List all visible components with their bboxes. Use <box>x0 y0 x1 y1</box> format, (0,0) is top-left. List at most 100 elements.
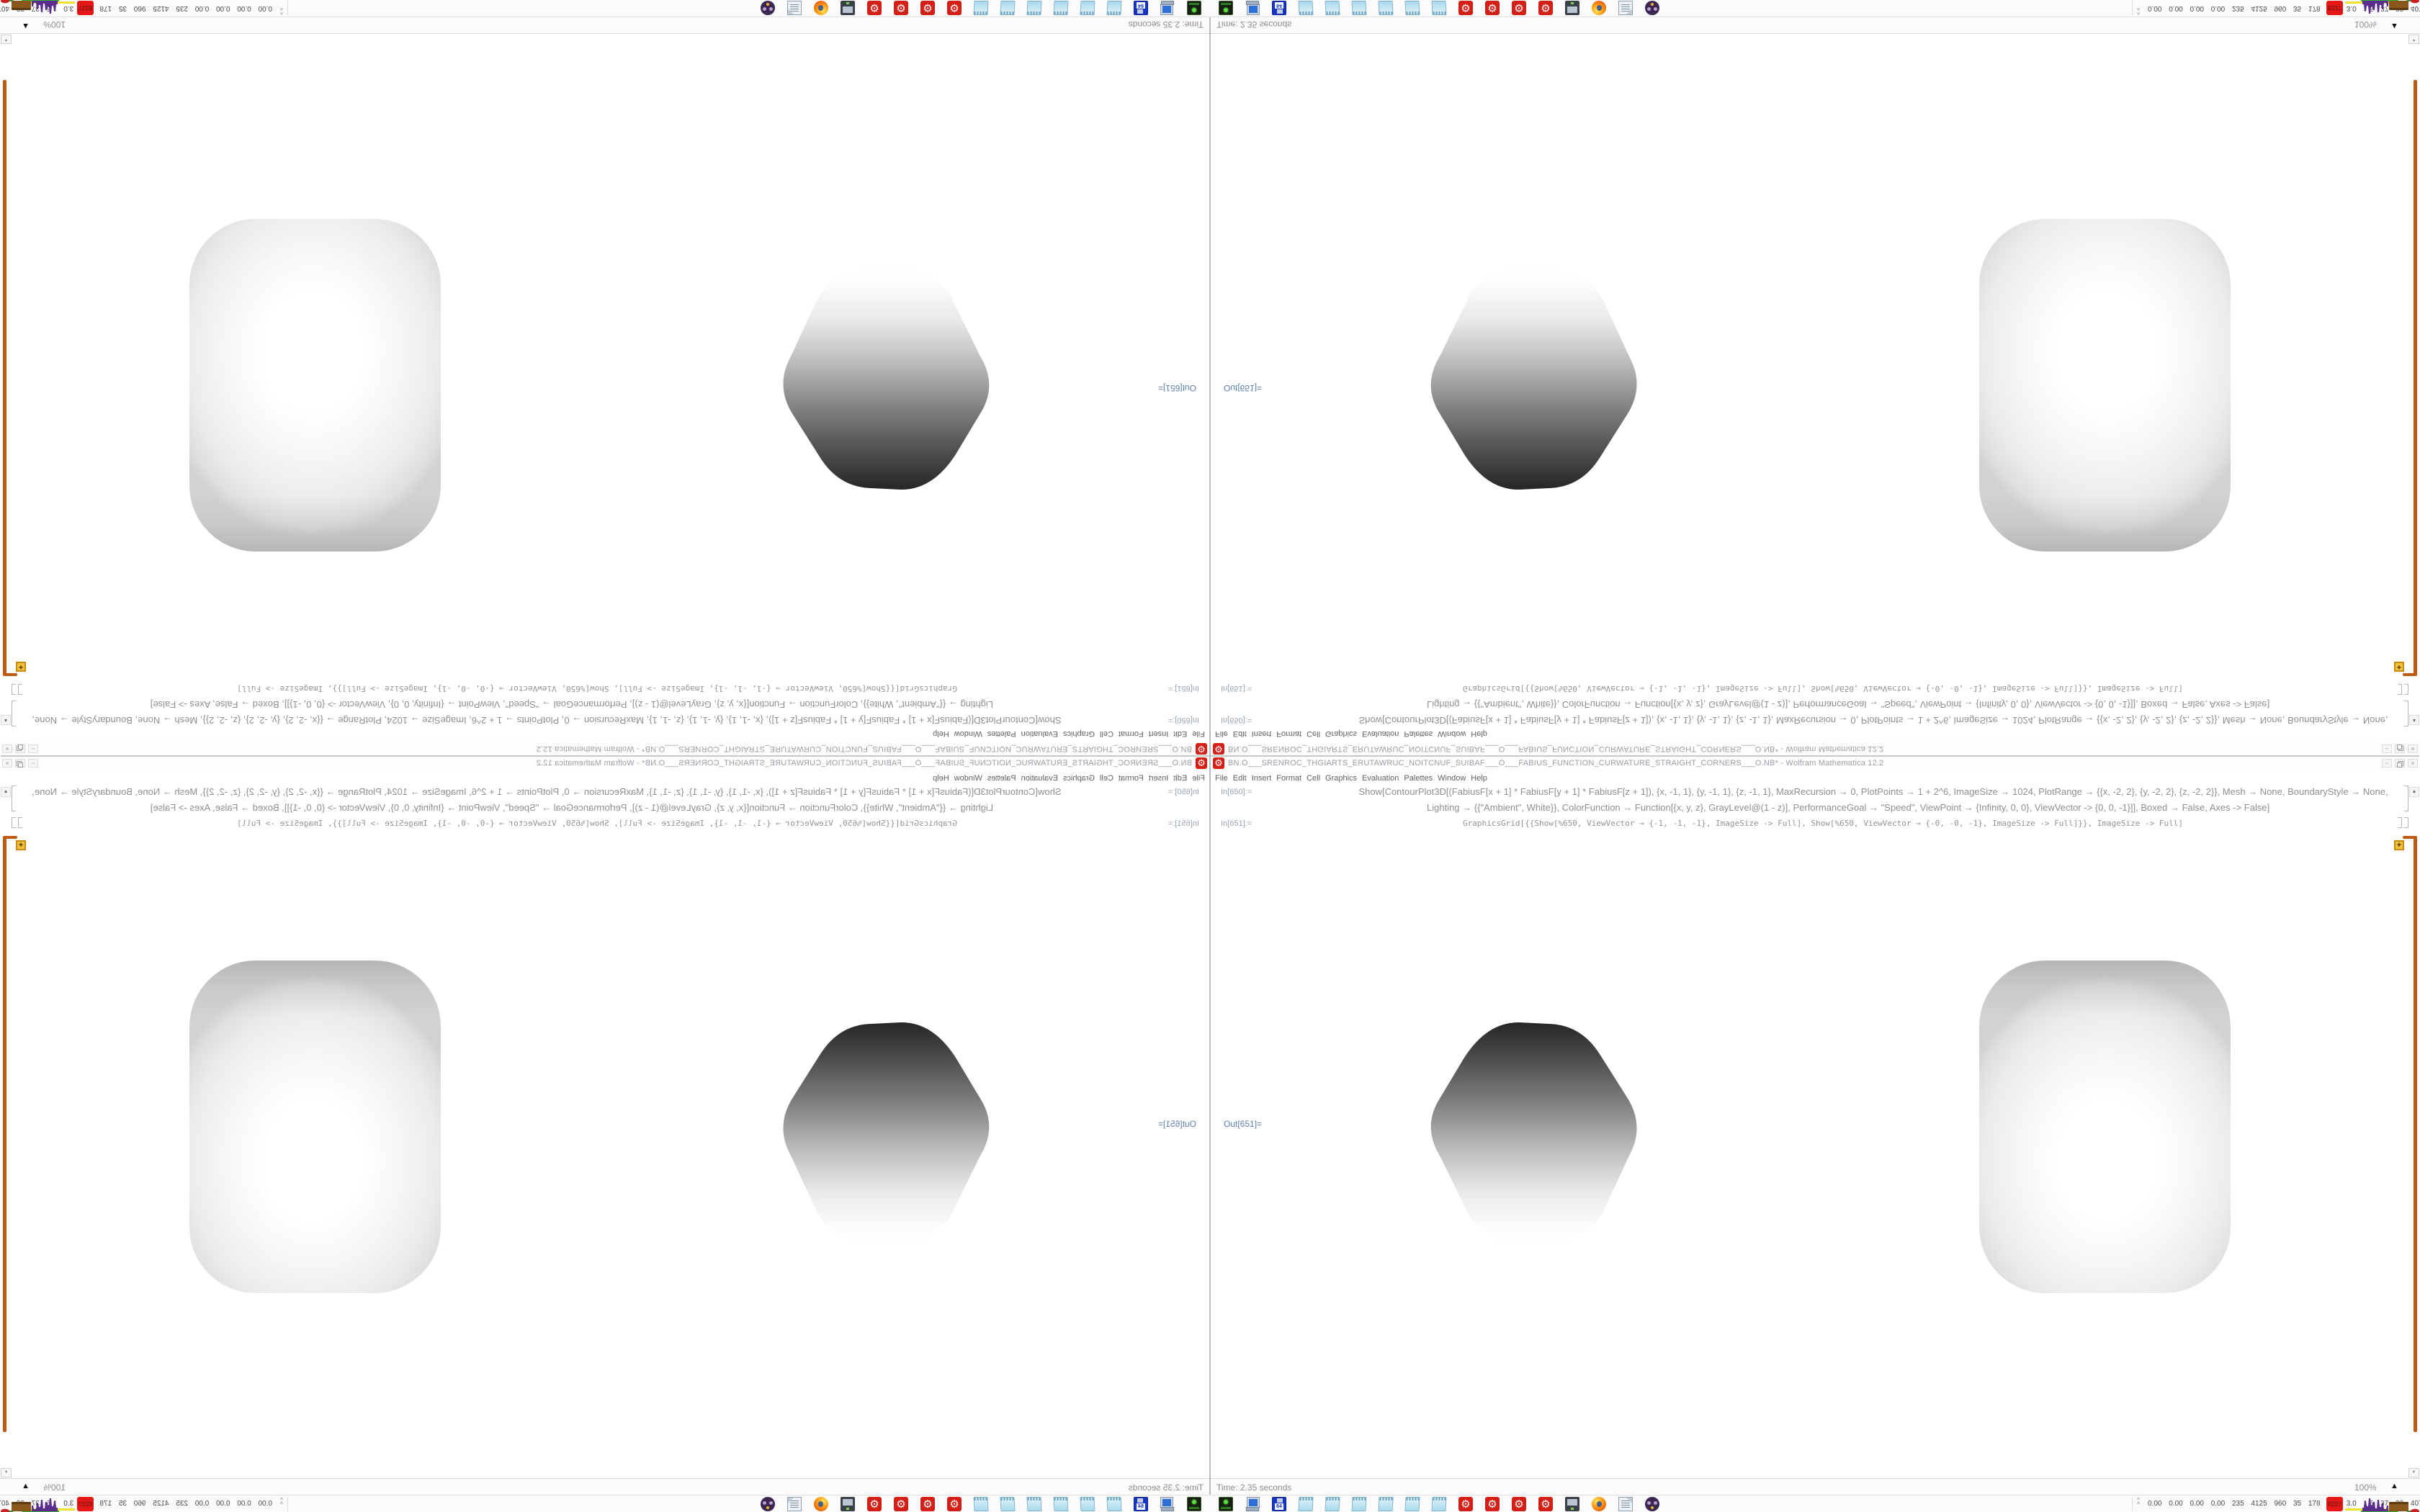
document-lines-icon[interactable] <box>787 1497 802 1511</box>
cell-bracket-in650[interactable] <box>2404 701 2408 726</box>
scroll-dropdown-button[interactable]: ▼ <box>2408 1468 2419 1477</box>
evaluating-cell-bracket[interactable] <box>3 836 6 1432</box>
minimize-button[interactable]: − <box>28 744 38 753</box>
cell-bracket-in650[interactable] <box>2404 786 2408 811</box>
input-cell-650-line1[interactable]: Show[ContourPlot3D[(FabiusF[x + 1] * Fab… <box>32 715 1062 726</box>
notepad-icon[interactable] <box>1351 1497 1367 1511</box>
menu-item-palettes[interactable]: Palettes <box>987 774 1016 783</box>
floppy-64-icon[interactable]: 64 <box>1272 1 1286 15</box>
monitor-camera-icon[interactable] <box>1565 1 1579 15</box>
cell-group-bracket[interactable] <box>18 817 22 828</box>
mathematica-app-icon[interactable]: ⚙ <box>1213 757 1224 769</box>
menu-item-cell[interactable]: Cell <box>1307 774 1321 783</box>
menu-item-cell[interactable]: Cell <box>1099 774 1113 783</box>
menu-item-evaluation[interactable]: Evaluation <box>1021 774 1058 783</box>
magnification-value[interactable]: 100% <box>2354 19 2377 30</box>
scroll-dropdown-button[interactable]: ▼ <box>2408 35 2419 44</box>
notepad-icon[interactable] <box>1325 1497 1340 1511</box>
owl-app-icon[interactable] <box>761 1 775 15</box>
mathematica-taskbar-icon[interactable]: ⚙ <box>920 1497 935 1511</box>
device-green-led-icon[interactable] <box>1219 1497 1233 1511</box>
evaluating-cell-bracket[interactable] <box>3 80 6 676</box>
notepad-icon[interactable] <box>1325 1 1340 15</box>
scroll-dropdown-button[interactable]: ▼ <box>1 35 12 44</box>
tray-expand-chevron-icon[interactable]: ^ ^ <box>279 4 283 16</box>
menu-item-file[interactable]: File <box>1215 774 1228 783</box>
mathematica-taskbar-icon[interactable]: ⚙ <box>947 1497 962 1511</box>
notepad-icon[interactable] <box>1000 1 1016 15</box>
mathematica-app-icon[interactable]: ⚙ <box>1213 743 1224 755</box>
input-cell-650-line2[interactable]: Lighting → {{"Ambient", White}}, ColorFu… <box>1427 802 2270 813</box>
menu-item-window[interactable]: Window <box>1438 729 1466 738</box>
document-lines-icon[interactable] <box>787 1 802 15</box>
cell-bracket-in650[interactable] <box>12 786 16 811</box>
tray-red-badge[interactable]: 8227 <box>77 1497 94 1511</box>
cell-action-plus-badge[interactable]: + <box>2394 662 2404 672</box>
mathematica-taskbar-icon[interactable]: ⚙ <box>1512 1497 1526 1511</box>
menu-item-window[interactable]: Window <box>954 774 982 783</box>
tray-red-badge[interactable]: 8227 <box>77 1 94 15</box>
menu-item-file[interactable]: File <box>1192 774 1205 783</box>
menu-item-graphics[interactable]: Graphics <box>1325 774 1358 783</box>
menu-item-format[interactable]: Format <box>1118 729 1144 738</box>
cell-bracket-in651[interactable] <box>2404 817 2408 828</box>
restore-button[interactable] <box>2395 744 2405 753</box>
cell-bracket-in651[interactable] <box>12 817 16 828</box>
firefox-icon[interactable] <box>814 1497 828 1511</box>
input-cell-651[interactable]: GraphicsGrid[{{Show[%650, ViewVector → {… <box>1462 819 2183 828</box>
input-cell-651[interactable]: GraphicsGrid[{{Show[%650, ViewVector → {… <box>1462 684 2183 693</box>
my-computer-icon[interactable] <box>1160 1 1175 15</box>
owl-app-icon[interactable] <box>1645 1 1659 15</box>
menu-item-palettes[interactable]: Palettes <box>987 729 1016 738</box>
menu-item-insert[interactable]: Insert <box>1148 774 1169 783</box>
menu-item-format[interactable]: Format <box>1276 729 1302 738</box>
notepad-icon[interactable] <box>1298 1 1314 15</box>
input-cell-650-line2[interactable]: Lighting → {{"Ambient", White}}, ColorFu… <box>150 802 993 813</box>
notepad-icon[interactable] <box>1298 1497 1314 1511</box>
input-cell-650-line2[interactable]: Lighting → {{"Ambient", White}}, ColorFu… <box>1427 699 2270 710</box>
notepad-icon[interactable] <box>1026 1 1042 15</box>
input-cell-651[interactable]: GraphicsGrid[{{Show[%650, ViewVector → {… <box>237 819 958 828</box>
scroll-dropdown-button[interactable]: ▼ <box>1 1468 12 1477</box>
menu-item-help[interactable]: Help <box>933 729 949 738</box>
menu-item-edit[interactable]: Edit <box>1173 729 1188 738</box>
mathematica-taskbar-icon[interactable]: ⚙ <box>947 1 962 15</box>
mathematica-app-icon[interactable]: ⚙ <box>1196 743 1207 755</box>
device-green-led-icon[interactable] <box>1219 1 1233 15</box>
menu-item-edit[interactable]: Edit <box>1173 774 1188 783</box>
magnification-value[interactable]: 100% <box>43 1482 66 1493</box>
magnification-triangle-icon[interactable]: ▲ <box>2390 22 2398 30</box>
mathematica-taskbar-icon[interactable]: ⚙ <box>894 1497 908 1511</box>
notepad-icon[interactable] <box>1378 1 1394 15</box>
tray-expand-chevron-icon[interactable]: ^ ^ <box>2137 1496 2141 1508</box>
magnification-triangle-icon[interactable]: ▲ <box>22 1482 30 1490</box>
menu-item-palettes[interactable]: Palettes <box>1404 729 1433 738</box>
menu-item-graphics[interactable]: Graphics <box>1062 774 1095 783</box>
mathematica-taskbar-icon[interactable]: ⚙ <box>867 1497 882 1511</box>
cell-group-bracket[interactable] <box>2398 684 2402 695</box>
menu-item-help[interactable]: Help <box>1471 729 1487 738</box>
menu-item-palettes[interactable]: Palettes <box>1404 774 1433 783</box>
mathematica-taskbar-icon[interactable]: ⚙ <box>867 1 882 15</box>
cell-action-plus-badge[interactable]: + <box>2394 840 2404 850</box>
notepad-icon[interactable] <box>1431 1497 1447 1511</box>
minimize-button[interactable]: − <box>28 759 38 768</box>
input-cell-650-line1[interactable]: Show[ContourPlot3D[(FabiusF[x + 1] * Fab… <box>1358 786 2388 797</box>
menu-item-file[interactable]: File <box>1215 729 1228 738</box>
menu-item-cell[interactable]: Cell <box>1099 729 1113 738</box>
input-cell-650-line1[interactable]: Show[ContourPlot3D[(FabiusF[x + 1] * Fab… <box>1358 715 2388 726</box>
tray-red-badge[interactable]: 8227 <box>2326 1497 2343 1511</box>
my-computer-icon[interactable] <box>1245 1497 1260 1511</box>
restore-button[interactable] <box>15 744 25 753</box>
menu-item-evaluation[interactable]: Evaluation <box>1021 729 1058 738</box>
close-button[interactable]: × <box>2 759 12 768</box>
menu-item-file[interactable]: File <box>1192 729 1205 738</box>
menu-item-edit[interactable]: Edit <box>1232 774 1247 783</box>
restore-button[interactable] <box>2395 759 2405 768</box>
firefox-icon[interactable] <box>1592 1497 1606 1511</box>
menu-item-help[interactable]: Help <box>1471 774 1487 783</box>
menu-item-help[interactable]: Help <box>933 774 949 783</box>
mathematica-app-icon[interactable]: ⚙ <box>1196 757 1207 769</box>
menu-item-evaluation[interactable]: Evaluation <box>1362 729 1399 738</box>
close-button[interactable]: × <box>2408 759 2418 768</box>
